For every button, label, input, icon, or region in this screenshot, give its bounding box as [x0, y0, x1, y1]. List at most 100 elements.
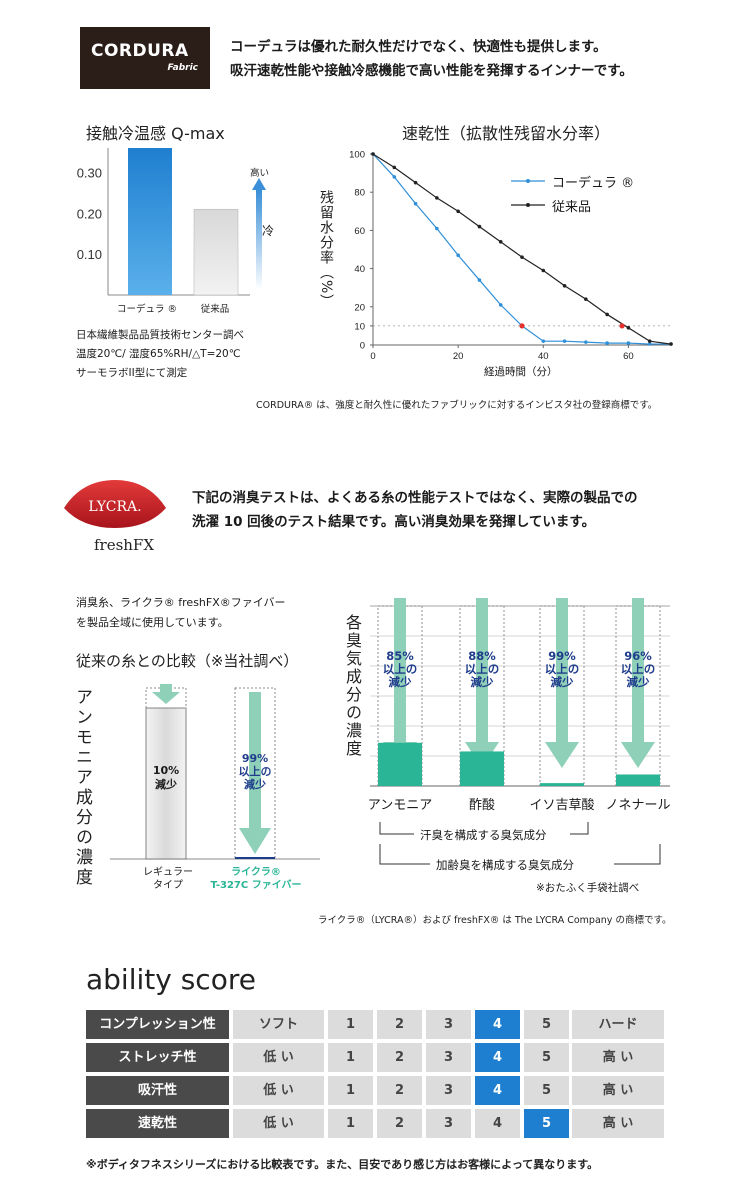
drying-point	[477, 278, 482, 282]
drying-y-tick: 60	[354, 226, 365, 237]
drying-point	[392, 175, 397, 179]
odor-chart	[370, 598, 670, 787]
ability-score-cell: 3	[426, 1109, 471, 1138]
qmax-y-tick: 0.10	[77, 247, 102, 262]
drying-cross-marker	[519, 323, 525, 329]
odor-bar	[616, 774, 660, 786]
regular-arrow-shaft	[160, 684, 172, 694]
lycra-category-l2: T-327C ファイバー	[210, 880, 302, 891]
lycra-arrow-head	[239, 828, 271, 854]
regular-arrow-head	[152, 692, 180, 704]
ability-score-cell: 2	[377, 1010, 422, 1039]
ability-score-cell: 2	[377, 1076, 422, 1105]
drying-point	[371, 152, 375, 156]
drying-point	[541, 339, 546, 343]
qmax-title: 接触冷温感 Q-max	[86, 124, 225, 143]
compare-title: 従来の糸との比較（※当社調べ）	[76, 652, 299, 670]
regular-bar	[145, 707, 187, 860]
drying-point	[626, 341, 631, 345]
odor-bar	[378, 742, 422, 786]
ability-row-label: 吸汗性	[86, 1076, 229, 1105]
ability-footer: ※ボディタフネスシリーズにおける比較表です。また、目安であり感じ方はお客様によっ…	[86, 1158, 599, 1171]
odor-value-label: 96% 以上の 減少	[620, 649, 656, 689]
qmax-arrow-top-label: 高い	[250, 168, 270, 179]
lycra-value-l2: 以上の	[238, 765, 272, 778]
regular-value-l1: 10%	[152, 764, 180, 777]
odor-category: アンモニア	[367, 798, 433, 813]
drying-point	[435, 196, 439, 200]
ability-score-cell: 1	[328, 1043, 373, 1072]
regular-category-l1: レギュラー	[143, 867, 193, 878]
lycra-intro-line2: 洗濯 10 回後のテスト結果です。高い消臭効果を発揮しています。	[192, 514, 596, 530]
drying-y-tick: 40	[354, 264, 365, 275]
ability-row-high: ハード	[572, 1010, 664, 1039]
qmax-source: 日本繊維製品品質技術センター調べ 温度20℃/ 湿度65%RH/△T=20℃ サ…	[76, 326, 244, 383]
cordura-logo-sub: Fabric	[167, 63, 199, 73]
drying-ylabel: 残留水分率（%）	[318, 190, 334, 310]
ability-score-cell: 4	[475, 1043, 520, 1072]
ability-score-cell: 2	[377, 1043, 422, 1072]
odor-value-label: 99% 以上の 減少	[544, 649, 580, 689]
drying-legend-conventional: 従来品	[552, 200, 592, 215]
ability-row-label: ストレッチ性	[86, 1043, 229, 1072]
cordura-intro-line2: 吸汗速乾性能や接触冷感機能で高い性能を発揮するインナーです。	[230, 63, 633, 79]
lycra-logo-word: LYCRA.	[88, 499, 141, 515]
lycra-category-l1: ライクラ®	[231, 867, 281, 878]
qmax-arrow-shaft	[256, 190, 262, 290]
lycra-desc-line2: を製品全域に使用しています。	[76, 616, 229, 629]
lycra-value-l1: 99%	[241, 752, 269, 765]
odor-value-label: 85% 以上の 減少	[382, 649, 418, 689]
drying-cross-marker	[619, 323, 625, 329]
lycra-intro-line1: 下記の消臭テストは、よくある糸の性能テストではなく、実際の製品での	[192, 490, 638, 506]
drying-point	[541, 268, 546, 273]
legend-marker-conventional	[526, 203, 530, 207]
qmax-arrow-side-label: 冷	[262, 224, 275, 238]
odor-brackets	[379, 822, 661, 865]
cordura-intro: コーデュラは優れた耐久性だけでなく、快適性も提供します。 吸汗速乾性能や接触冷感…	[230, 35, 633, 83]
qmax-arrow-head	[252, 178, 266, 190]
drying-x-tick: 40	[538, 351, 549, 362]
ability-score-cell: 1	[328, 1076, 373, 1105]
drying-point	[669, 342, 673, 346]
drying-point	[626, 326, 631, 330]
compare-chart	[110, 684, 320, 860]
odor-arrow-head	[621, 742, 655, 768]
drying-point	[562, 339, 567, 343]
odor-bracket-sweat: 汗臭を構成する臭気成分	[420, 828, 547, 842]
drying-y-tick: 80	[354, 188, 365, 199]
ability-score-cell: 5	[524, 1076, 569, 1105]
ability-row-high: 高 い	[572, 1043, 664, 1072]
lycra-desc-line1: 消臭糸、ライクラ® freshFX®ファイバー	[76, 596, 286, 609]
drying-point	[520, 255, 524, 259]
drying-legend-cordura: コーデュラ ®	[552, 176, 635, 191]
lycra-logo-sub: freshFX	[94, 536, 154, 554]
ability-row-low: 低 い	[233, 1076, 324, 1105]
qmax-chart: 0.30 0.20 0.10	[77, 148, 266, 296]
drying-point	[456, 253, 460, 258]
ability-title: ability score	[86, 963, 256, 996]
lycra-bar-original	[234, 687, 276, 860]
drying-point	[584, 297, 588, 301]
ability-row-label: 速乾性	[86, 1109, 229, 1138]
drying-point	[413, 180, 418, 185]
ability-score-cell: 3	[426, 1010, 471, 1039]
odor-bracket-aging: 加齢臭を構成する臭気成分	[436, 858, 574, 872]
qmax-cat-conventional: 従来品	[200, 304, 230, 315]
lycra-value-l3: 減少	[244, 778, 266, 791]
ability-row-low: 低 い	[233, 1109, 324, 1138]
drying-y-tick: 20	[354, 302, 365, 313]
drying-point	[413, 201, 418, 206]
drying-y-tick: 0	[360, 341, 365, 352]
drying-xlabel: 経過時間（分）	[484, 366, 558, 378]
ability-row-high: 高 い	[572, 1109, 664, 1138]
lycra-trademark: ライクラ®（LYCRA®）および freshFX® は The LYCRA Co…	[318, 915, 672, 926]
ability-score-cell: 5	[524, 1010, 569, 1039]
drying-point	[498, 303, 503, 307]
drying-x-tick: 60	[623, 351, 634, 362]
ability-score-cell: 1	[328, 1109, 373, 1138]
drying-point	[456, 209, 460, 214]
drying-title: 速乾性（拡散性残留水分率）	[402, 124, 611, 143]
regular-value-l2: 減少	[155, 778, 177, 791]
lycra-bar	[235, 857, 275, 859]
